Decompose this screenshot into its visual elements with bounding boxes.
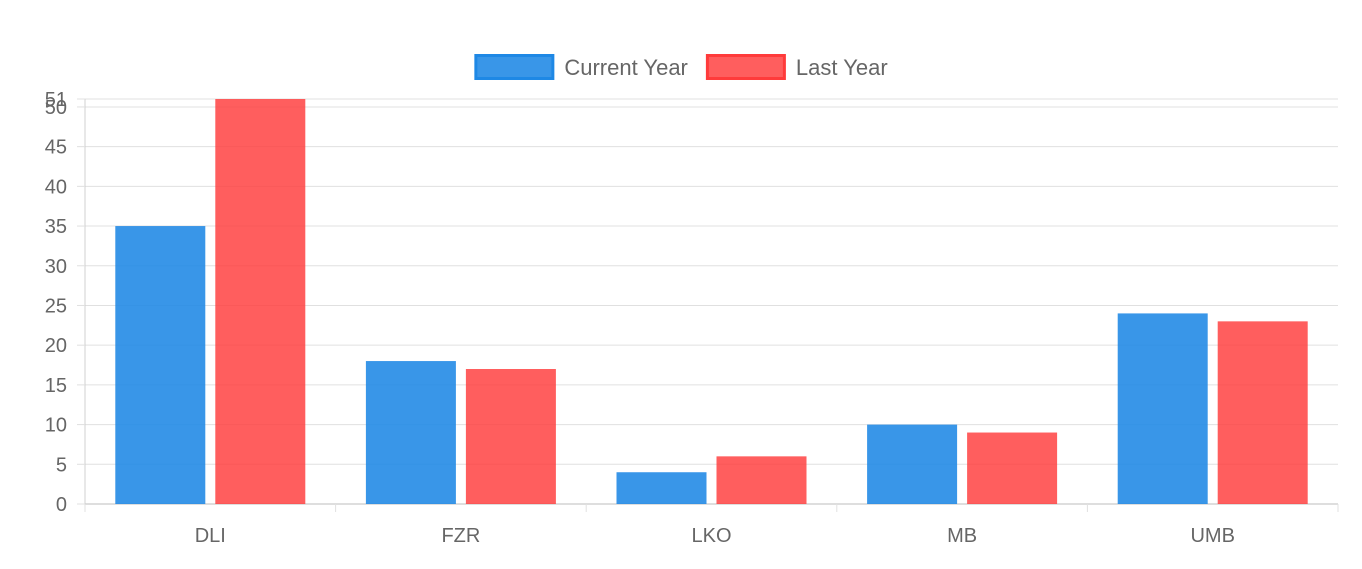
bar-mb-last-year[interactable] — [967, 432, 1058, 504]
y-tick-label: 51 — [45, 89, 67, 111]
bar-mb-current-year[interactable] — [867, 424, 958, 504]
bar-fzr-last-year[interactable] — [465, 369, 556, 504]
x-tick-label: DLI — [195, 525, 226, 547]
y-tick-label: 40 — [45, 176, 67, 198]
bar-umb-current-year[interactable] — [1117, 313, 1208, 504]
y-tick-label: 25 — [45, 295, 67, 317]
legend-item-last-year[interactable]: Last Year — [705, 54, 888, 80]
y-tick-label: 15 — [45, 375, 67, 397]
legend-label: Last Year — [796, 55, 888, 80]
legend-swatch — [474, 54, 555, 80]
y-tick-label: 50 — [45, 97, 67, 119]
x-tick-label: UMB — [1190, 525, 1234, 547]
bar-dli-current-year[interactable] — [115, 226, 206, 504]
bars — [115, 99, 1308, 504]
y-tick-label: 35 — [45, 216, 67, 238]
legend-swatch — [705, 54, 786, 80]
bar-lko-current-year[interactable] — [616, 472, 707, 504]
legend-item-current-year[interactable]: Current Year — [474, 54, 688, 80]
bar-umb-last-year[interactable] — [1217, 321, 1308, 504]
legend-label: Current Year — [564, 55, 688, 80]
y-tick-label: 30 — [45, 256, 67, 278]
bar-dli-last-year[interactable] — [215, 99, 306, 504]
x-axis: DLI FZR LKO MB UMB — [84, 504, 1339, 547]
bar-lko-last-year[interactable] — [716, 456, 807, 504]
y-tick-label: 0 — [56, 494, 67, 516]
y-tick-label: 5 — [56, 454, 67, 476]
x-tick-label: MB — [947, 525, 977, 547]
legend: Current Year Last Year — [474, 54, 888, 80]
y-tick-label: 45 — [45, 137, 67, 159]
y-tick-label: 10 — [45, 415, 67, 437]
bar-fzr-current-year[interactable] — [365, 361, 456, 504]
x-tick-label: FZR — [441, 525, 480, 547]
y-tick-label: 20 — [45, 335, 67, 357]
x-tick-label: LKO — [691, 525, 731, 547]
